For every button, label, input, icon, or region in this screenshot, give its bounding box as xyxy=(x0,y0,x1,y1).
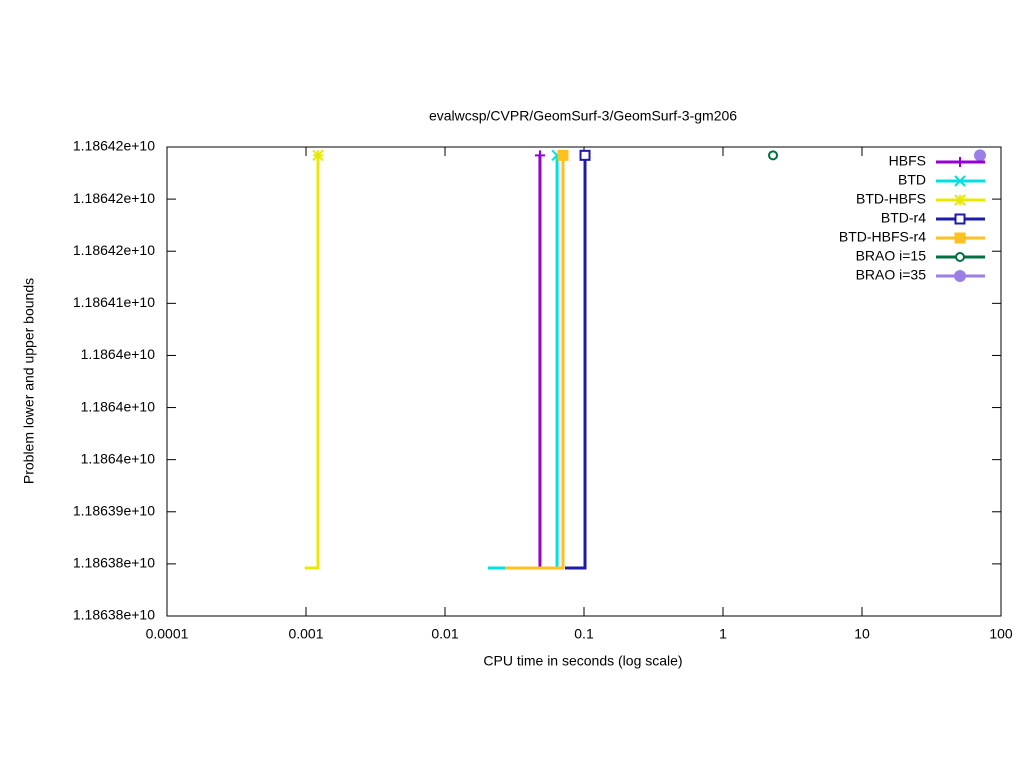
marker xyxy=(768,150,779,161)
y-tick-label: 1.18638e+10 xyxy=(73,555,155,571)
legend-label: BTD-HBFS-r4 xyxy=(839,229,926,245)
legend-marker xyxy=(954,194,966,206)
legend-label: BRAO i=15 xyxy=(856,248,927,264)
x-tick-label: 10 xyxy=(854,626,870,642)
x-tick-label: 0.01 xyxy=(431,626,458,642)
y-tick-label: 1.18638e+10 xyxy=(73,607,155,623)
marker xyxy=(534,150,545,161)
x-tick-label: 0.1 xyxy=(574,626,594,642)
y-tick-label: 1.18639e+10 xyxy=(73,502,155,518)
series-line xyxy=(504,155,542,570)
legend-marker xyxy=(955,157,965,167)
legend-marker xyxy=(955,252,965,262)
marker xyxy=(557,149,569,161)
x-tick-label: 0.001 xyxy=(288,626,323,642)
legend-label: BTD-HBFS xyxy=(856,191,926,207)
x-axis-label: CPU time in seconds (log scale) xyxy=(483,653,682,669)
y-axis-label: Problem lower and upper bounds xyxy=(21,278,37,484)
legend-label: BTD-r4 xyxy=(881,210,926,226)
y-tick-label: 1.18642e+10 xyxy=(73,190,155,206)
x-tick-label: 100 xyxy=(989,626,1013,642)
y-tick-label: 1.18641e+10 xyxy=(73,294,155,310)
x-tick-label: 1 xyxy=(719,626,727,642)
legend-label: HBFS xyxy=(889,153,926,169)
series-line xyxy=(565,155,587,570)
y-tick-label: 1.18642e+10 xyxy=(73,242,155,258)
legend-label: BRAO i=35 xyxy=(856,267,927,283)
legend-marker xyxy=(954,232,966,244)
legend-label: BTD xyxy=(898,172,926,188)
legend-marker xyxy=(954,175,966,187)
marker xyxy=(312,149,324,162)
y-tick-label: 1.1864e+10 xyxy=(81,398,156,414)
legend-marker xyxy=(954,270,966,282)
marker xyxy=(973,149,986,162)
y-tick-label: 1.1864e+10 xyxy=(81,450,156,466)
legend-marker xyxy=(954,213,966,225)
y-tick-label: 1.1864e+10 xyxy=(81,346,156,362)
x-tick-label: 0.0001 xyxy=(146,626,189,642)
chart-title: evalwcsp/CVPR/GeomSurf-3/GeomSurf-3-gm20… xyxy=(429,108,737,124)
series-line xyxy=(504,155,565,570)
series-line xyxy=(488,155,559,570)
series-line xyxy=(304,155,320,570)
marker xyxy=(579,149,591,161)
y-tick-label: 1.18642e+10 xyxy=(73,138,155,154)
